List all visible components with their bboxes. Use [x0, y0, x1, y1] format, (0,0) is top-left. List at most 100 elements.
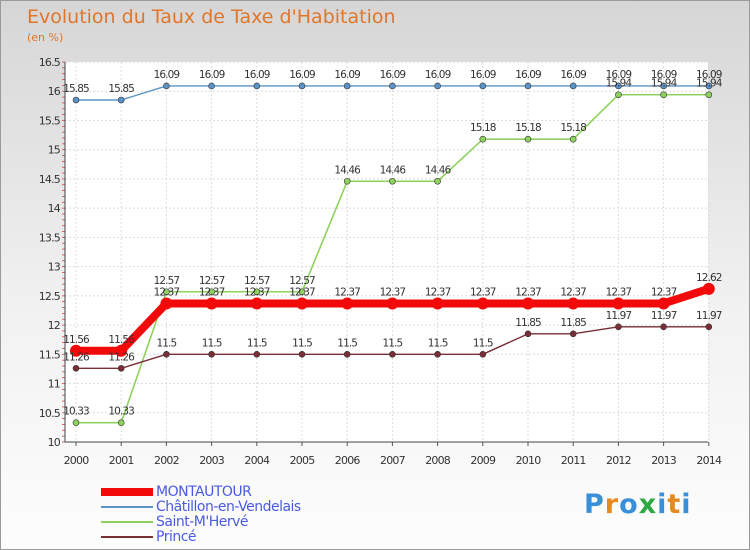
series-3-point	[205, 297, 218, 310]
series-3-data-label: 11.56	[63, 334, 90, 346]
series-0-data-label: 16.09	[606, 69, 632, 81]
x-tick-label: 2010	[516, 454, 542, 467]
y-tick-label: 10	[48, 436, 61, 449]
series-1-data-label: 15.94	[696, 78, 723, 90]
logo-letter: i	[657, 489, 668, 520]
series-3-point	[476, 297, 489, 310]
series-0-data-label: 16.09	[696, 69, 722, 81]
series-3-data-label: 12.37	[380, 286, 406, 298]
series-3-data-label: 12.62	[696, 272, 722, 284]
series-lines	[70, 82, 715, 427]
series-0-point	[298, 82, 306, 90]
series-3-point	[386, 297, 399, 310]
series-3-point	[522, 297, 534, 310]
series-3-data-label: 12.37	[199, 286, 225, 298]
series-2-data-label: 11.5	[473, 337, 493, 349]
series-2-data-label: 11.97	[606, 310, 632, 322]
y-tick-label: 12	[48, 319, 60, 332]
logo-letter: r	[604, 489, 620, 520]
series-1-data-label: 10.33	[63, 406, 89, 418]
series-1-data-label: 12.57	[199, 275, 225, 287]
series-1-data-label: 14.46	[425, 164, 452, 176]
y-tick-label: 11.5	[39, 348, 61, 361]
series-2-point	[117, 365, 125, 372]
series-1-data-label: 15.18	[560, 122, 586, 134]
series-3-data-label: 12.37	[334, 286, 360, 298]
series-1-point	[615, 91, 622, 99]
series-0-point	[569, 82, 577, 90]
series-0-point	[660, 82, 667, 90]
series-2-point	[660, 323, 667, 331]
series-0-data-label: 16.09	[380, 69, 406, 81]
series-2-data-label: 11.5	[292, 337, 312, 349]
series-1-point	[389, 177, 396, 185]
series-2-data-label: 11.5	[337, 337, 357, 349]
legend-label: Princé	[156, 529, 197, 545]
x-tick-label: 2009	[470, 454, 496, 467]
series-1-data-label: 14.46	[380, 164, 407, 176]
y-tick-label: 12.5	[39, 290, 61, 303]
series-0-point	[479, 82, 487, 90]
series-1-point	[208, 288, 215, 296]
x-tick-label: 2002	[154, 454, 179, 467]
series-0-data-label: 15.85	[63, 83, 89, 95]
x-tick-label: 2012	[606, 454, 631, 467]
logo-letter: t	[667, 489, 682, 520]
x-tick-label: 2005	[290, 454, 316, 467]
series-3-point	[702, 282, 715, 295]
series-2-data-label: 11.5	[383, 337, 403, 349]
y-tick-label: 15	[48, 144, 61, 157]
y-tick-label: 15.5	[39, 114, 61, 127]
series-2-point	[389, 351, 396, 358]
axes: 10 10.5 11 11.5 12 12.5 13 13.5 14 14.5 15 15.5 16 16…	[39, 56, 723, 467]
legend-label: Châtillon-en-Vendelais	[156, 499, 301, 515]
series-3-data-label: 12.37	[606, 286, 632, 298]
series-1-point	[72, 419, 80, 427]
series-3-point	[341, 297, 354, 310]
y-tick-label: 14.5	[39, 173, 61, 186]
series-0-data-label: 16.09	[154, 69, 180, 81]
series-1-point	[569, 135, 577, 143]
legend-swatch	[101, 521, 153, 523]
series-1-point	[524, 135, 532, 143]
x-tick-label: 2014	[696, 454, 722, 467]
series-0-data-label: 16.09	[289, 69, 315, 81]
series-3-point	[612, 297, 625, 310]
legend-label: Saint-M'Hervé	[156, 514, 249, 530]
logo-letter: i	[681, 489, 692, 520]
y-tick-label: 13.5	[39, 231, 61, 244]
series-0-data-label: 16.09	[470, 69, 496, 81]
series-3-data-label: 12.37	[560, 286, 586, 298]
chart-subtitle: (en %)	[27, 31, 64, 44]
series-1-point	[343, 177, 351, 185]
y-tick-label: 13	[48, 261, 61, 274]
series-1-point	[298, 288, 306, 296]
series-0-point	[615, 82, 622, 90]
y-tick-label: 11	[48, 378, 60, 391]
series-0-point	[208, 82, 215, 90]
series-2-data-label: 11.26	[108, 351, 135, 363]
x-tick-label: 2011	[561, 454, 586, 467]
series-0-data-label: 16.09	[334, 69, 360, 81]
series-3-point	[70, 344, 82, 357]
x-tick-label: 2004	[244, 454, 270, 467]
chart-title: Evolution du Taux de Taxe d'Habitation	[27, 6, 396, 28]
series-1-data-label: 14.46	[334, 164, 361, 176]
legend-swatch	[101, 506, 153, 508]
series-0-data-label: 16.09	[199, 69, 225, 81]
series-3-data-label: 12.37	[244, 286, 270, 298]
series-3-data-label: 12.37	[515, 286, 541, 298]
series-2-point	[479, 351, 487, 358]
series-1-point	[479, 135, 487, 143]
x-tick-label: 2006	[335, 454, 361, 467]
series-1-point	[434, 177, 441, 185]
series-3-data-label: 12.37	[651, 286, 677, 298]
legend-swatch	[101, 488, 153, 496]
series-1-data-label: 15.94	[651, 78, 678, 90]
y-tick-label: 16.5	[39, 56, 61, 69]
x-tick-label: 2008	[425, 454, 451, 467]
series-3-data-label: 12.37	[154, 286, 180, 298]
x-tick-label: 2000	[64, 454, 90, 467]
